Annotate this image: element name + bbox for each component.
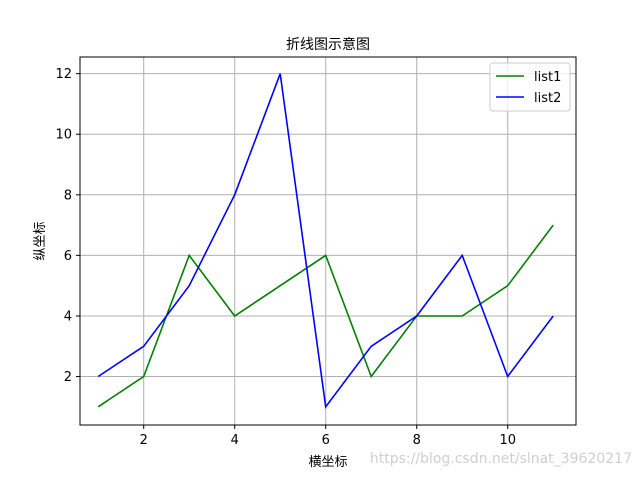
x-tick-label: 8 [413, 433, 421, 448]
legend-label-list2: list2 [534, 91, 561, 106]
x-tick-label: 2 [140, 433, 148, 448]
grid [80, 57, 576, 425]
y-tick-label: 6 [64, 249, 72, 264]
y-axis-label: 纵坐标 [33, 221, 48, 260]
plot-frame [79, 56, 577, 426]
x-tick-label: 10 [499, 433, 516, 448]
series-lines [97, 73, 554, 409]
legend: list1 list2 [489, 62, 571, 112]
x-axis-label: 横坐标 [308, 455, 347, 470]
chart-title: 折线图示意图 [286, 36, 370, 53]
watermark-text: https://blog.csdn.net/slnat_39620217 [369, 451, 632, 467]
x-tick-label: 6 [322, 433, 330, 448]
y-tick-label: 4 [64, 309, 72, 324]
x-tick-label: 4 [231, 433, 239, 448]
legend-box [489, 62, 571, 112]
axis-ticks: 2 4 6 8 10 2 4 6 8 10 12 [55, 67, 516, 448]
series-line-list1 [97, 224, 554, 408]
legend-label-list1: list1 [534, 70, 561, 85]
series-line-list2 [97, 73, 554, 409]
y-tick-label: 10 [55, 128, 72, 143]
y-tick-label: 12 [55, 67, 72, 82]
y-tick-label: 8 [64, 188, 72, 203]
y-tick-label: 2 [64, 370, 72, 385]
